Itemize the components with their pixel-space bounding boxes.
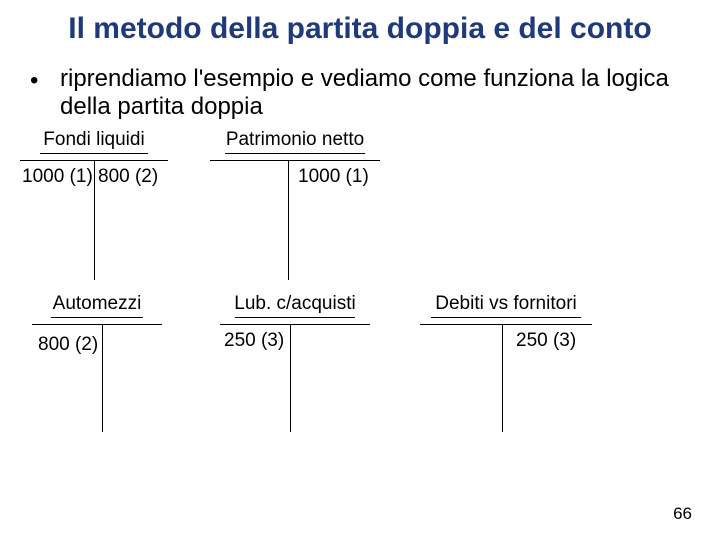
t-account-body: 800 (2): [32, 324, 162, 432]
t-account-entry: 1000 (1): [22, 166, 93, 188]
t-account-label: Fondi liquidi: [20, 129, 168, 151]
page-number: 66: [673, 504, 692, 524]
t-account-entry: 250 (3): [224, 330, 284, 352]
t-account-entry: 800 (2): [98, 166, 158, 188]
t-account-hbar: [32, 324, 162, 325]
bullet-item: • riprendiamo l'esempio e vediamo come f…: [0, 65, 720, 122]
t-account-vbar: [288, 160, 289, 280]
t-account-label-underline: [225, 153, 365, 154]
t-account-entry: 1000 (1): [298, 166, 369, 188]
t-account-label-underline: [51, 317, 143, 318]
bullet-marker: •: [30, 67, 60, 95]
t-account-vbar: [94, 160, 95, 280]
t-account-label: Lub. c/acquisti: [220, 293, 370, 315]
page-title: Il metodo della partita doppia e del con…: [0, 0, 720, 47]
t-account-hbar: [210, 160, 380, 161]
t-account-body: 250 (3): [220, 324, 370, 432]
t-account-fondi: Fondi liquidi 1000 (1)800 (2): [20, 129, 168, 280]
t-account-body: 1000 (1): [210, 160, 380, 280]
t-account-debiti: Debiti vs fornitori 250 (3): [420, 293, 592, 432]
bullet-text: riprendiamo l'esempio e vediamo come fun…: [60, 65, 700, 122]
t-account-body: 250 (3): [420, 324, 592, 432]
t-account-body: 1000 (1)800 (2): [20, 160, 168, 280]
t-account-vbar: [102, 324, 103, 432]
t-account-hbar: [420, 324, 592, 325]
t-account-label: Patrimonio netto: [210, 129, 380, 151]
t-account-lub: Lub. c/acquisti 250 (3): [220, 293, 370, 432]
title-text: Il metodo della partita doppia e del con…: [68, 12, 651, 45]
t-account-label-underline: [40, 153, 148, 154]
t-accounts-area: Fondi liquidi1000 (1)800 (2)Patrimonio n…: [0, 129, 720, 429]
t-account-entry: 250 (3): [516, 330, 576, 352]
t-account-label: Debiti vs fornitori: [420, 293, 592, 315]
t-account-label-underline: [431, 317, 581, 318]
t-account-label: Automezzi: [32, 293, 162, 315]
t-account-patrimonio: Patrimonio netto 1000 (1): [210, 129, 380, 280]
t-account-label-underline: [235, 317, 355, 318]
t-account-hbar: [220, 324, 370, 325]
t-account-vbar: [502, 324, 503, 432]
t-account-vbar: [290, 324, 291, 432]
t-account-automezzi: Automezzi 800 (2): [32, 293, 162, 432]
t-account-entry: 800 (2): [38, 334, 98, 356]
